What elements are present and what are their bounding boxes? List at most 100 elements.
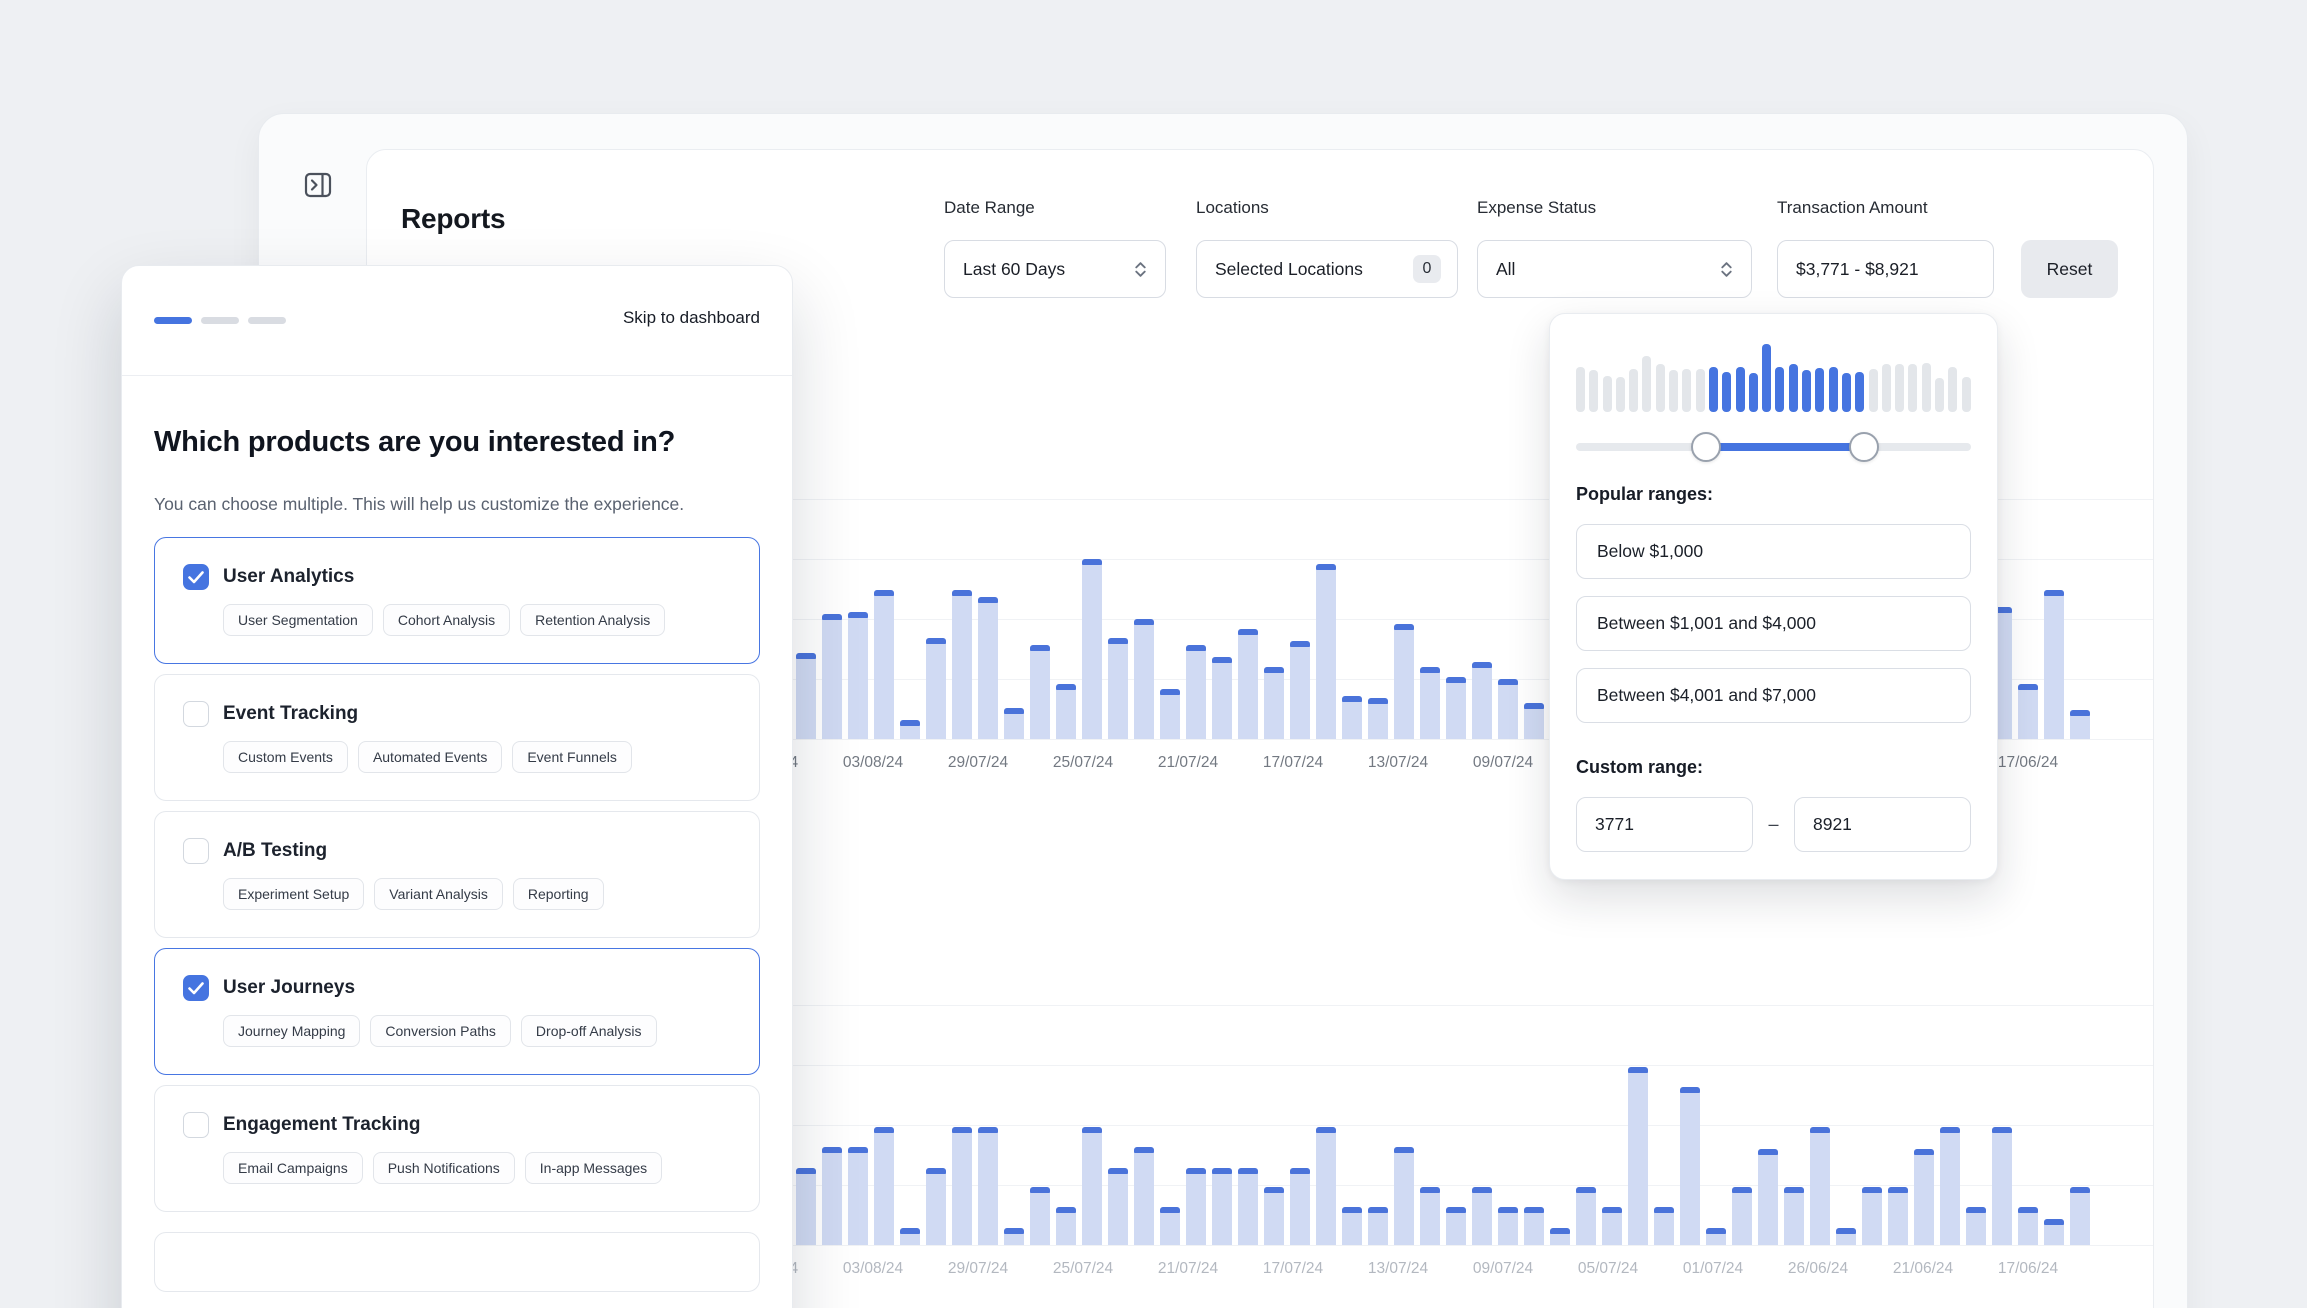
chart-bar [1498,679,1518,739]
gridline [547,1005,2153,1006]
product-options-list: User Analytics User Segmentation Cohort An… [154,537,760,1292]
chart-bar [1706,1228,1726,1245]
chart-bar [1160,1206,1180,1245]
skip-to-dashboard-link[interactable]: Skip to dashboard [622,308,760,327]
x-axis-tick-label: 26/06/24 [1787,1260,1849,1277]
x-axis-tick-label: 09/07/24 [1472,1260,1534,1277]
checkbox-checked[interactable] [183,564,209,590]
chart-bar [1290,640,1310,739]
product-card-user-analytics[interactable]: User Analytics User Segmentation Cohort An… [154,537,760,664]
product-card-engagement-tracking[interactable]: Engagement Tracking Email Campaigns Push N… [154,1085,760,1212]
locations-select[interactable]: Selected Locations 0 [1196,240,1458,298]
product-card-partial[interactable] [154,1232,760,1292]
histogram-bar [1642,355,1652,412]
checkbox-unchecked[interactable] [183,838,209,864]
popular-range-button[interactable]: Below $1,000 [1576,524,1971,579]
chart-bar [2070,1187,2090,1245]
x-axis-tick-label: 21/06/24 [1892,1260,1954,1277]
min-amount-input[interactable] [1576,797,1753,852]
histogram-bar [1629,368,1639,412]
max-amount-input[interactable] [1793,797,1971,852]
chart-bar [1420,1187,1440,1245]
progress-step [248,317,286,324]
chart-bar [1550,1228,1570,1245]
expense-status-select[interactable]: All [1477,240,1752,298]
date-range-select[interactable]: Last 60 Days [944,240,1166,298]
checkbox-unchecked[interactable] [183,1112,209,1138]
histogram-bar [1695,368,1705,412]
chart-bar [1836,1228,1856,1245]
histogram-bar [1948,367,1958,412]
product-label: A/B Testing [223,840,328,861]
custom-range-label: Custom range: [1576,757,1704,777]
onboarding-body: Which products are you interested in? Yo… [122,376,792,1292]
chart-bar [1134,1146,1154,1245]
feature-tag: User Segmentation [223,604,373,636]
popular-range-button[interactable]: Between $4,001 and $7,000 [1576,668,1971,723]
transaction-amount-field[interactable]: $3,771 - $8,921 [1777,240,1994,298]
chart-bar [1030,645,1050,739]
chart-bar [848,1146,868,1245]
chart-bar [1342,695,1362,739]
chart-bar [1888,1187,1908,1245]
product-label: Engagement Tracking [223,1114,421,1135]
x-axis-tick-label: 03/08/24 [842,754,904,771]
amount-range-slider [1576,432,1971,462]
chart-bar [900,1228,920,1245]
histogram-bar [1722,372,1732,412]
chart-bar [1056,1206,1076,1245]
chart-bar [1030,1187,1050,1245]
reset-button[interactable]: Reset [2021,240,2118,298]
feature-tag: In-app Messages [524,1152,663,1184]
x-axis-tick-label: 25/07/24 [1052,754,1114,771]
checkbox-unchecked[interactable] [183,701,209,727]
chart-bar [2018,1206,2038,1245]
histogram-bar [1961,377,1971,412]
feature-tag: Cohort Analysis [382,604,511,636]
chart-bar [1238,1168,1258,1245]
chart-bar [1498,1206,1518,1245]
progress-step [154,317,192,324]
locations-count-badge: 0 [1413,255,1441,283]
transaction-amount-label: Transaction Amount [1777,198,1928,217]
chart-bar [1342,1206,1362,1245]
feature-tag: Journey Mapping [223,1015,361,1047]
sidebar-expand-button[interactable] [301,170,335,202]
chart-bar [1316,1127,1336,1245]
product-card-event-tracking[interactable]: Event Tracking Custom Events Automated Eve… [154,674,760,801]
histogram-bar [1908,364,1918,412]
histogram-bar [1802,369,1812,412]
chart-bar [822,614,842,739]
expense-status-label: Expense Status [1477,198,1597,217]
gridline [547,1185,2153,1186]
histogram-bar [1708,366,1718,412]
bottom-chart-bars [796,1005,2096,1245]
product-card-a-b-testing[interactable]: A/B Testing Experiment Setup Variant Analy… [154,811,760,938]
chart-bar [1628,1067,1648,1245]
slider-min-handle[interactable] [1691,432,1722,462]
feature-tag: Drop-off Analysis [520,1015,657,1047]
filter-transaction-amount: Transaction Amount [1777,198,1928,218]
histogram-bar [1935,378,1945,412]
checkbox-checked[interactable] [183,975,209,1001]
chart-bar [1602,1206,1622,1245]
chart-bar [1784,1187,1804,1245]
chart-bar [952,1127,972,1245]
slider-max-handle[interactable] [1849,432,1880,462]
product-label: User Analytics [223,566,355,587]
popular-range-button[interactable]: Between $1,001 and $4,000 [1576,596,1971,651]
chart-bar [1394,1146,1414,1245]
x-axis-tick-label: 03/08/24 [842,1260,904,1277]
chart-bar [796,652,816,739]
feature-tag: Variant Analysis [374,878,503,910]
chart-bar [1368,1206,1388,1245]
range-separator: – [1768,814,1779,834]
chart-bar [1524,1206,1544,1245]
chart-bar [926,1168,946,1245]
gridline [547,679,2153,680]
chart-bar [1758,1149,1778,1245]
histogram-bar [1669,370,1679,412]
product-card-user-journeys[interactable]: User Journeys Journey Mapping Conversion P… [154,948,760,1075]
chart-bar [796,1168,816,1245]
histogram-bar [1855,371,1865,412]
